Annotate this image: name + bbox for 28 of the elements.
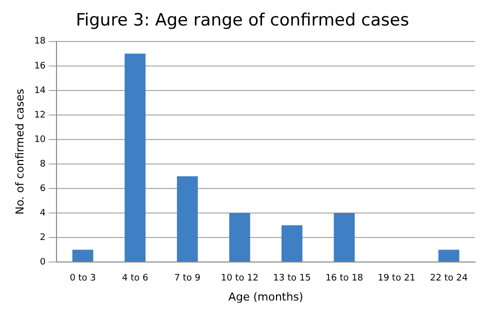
x-axis-title: Age (months) [228,290,304,304]
bar [72,250,94,262]
y-tick-label: 10 [34,134,46,145]
y-tick-label: 4 [40,208,46,218]
y-tick-label: 18 [34,36,46,47]
x-tick-label: 4 to 6 [122,274,148,284]
bar [124,54,146,262]
bar [282,225,302,262]
y-tick-label: 16 [34,61,46,72]
x-tick-label: 10 to 12 [220,274,259,284]
bar [229,212,250,262]
y-tick-label: 6 [40,184,46,194]
bar [438,250,460,262]
y-tick-label: 0 [40,257,46,268]
y-axis-title: No. of confirmed cases [13,88,26,215]
x-tick-label: 16 to 18 [325,274,364,284]
y-tick-label: 12 [34,110,46,120]
x-tick-label: 22 to 24 [430,274,468,284]
x-tick-label: 0 to 3 [70,274,96,284]
chart-title: Figure 3: Age range of confirmed cases [76,10,410,31]
bar [334,212,355,262]
x-tick-label: 7 to 9 [174,274,201,284]
y-tick-label: 14 [34,86,46,96]
y-tick-label: 8 [40,159,46,170]
x-tick-label: 19 to 21 [378,274,416,284]
x-tick-label: 13 to 15 [273,274,311,284]
bar [176,176,198,262]
y-tick-label: 2 [40,232,46,243]
